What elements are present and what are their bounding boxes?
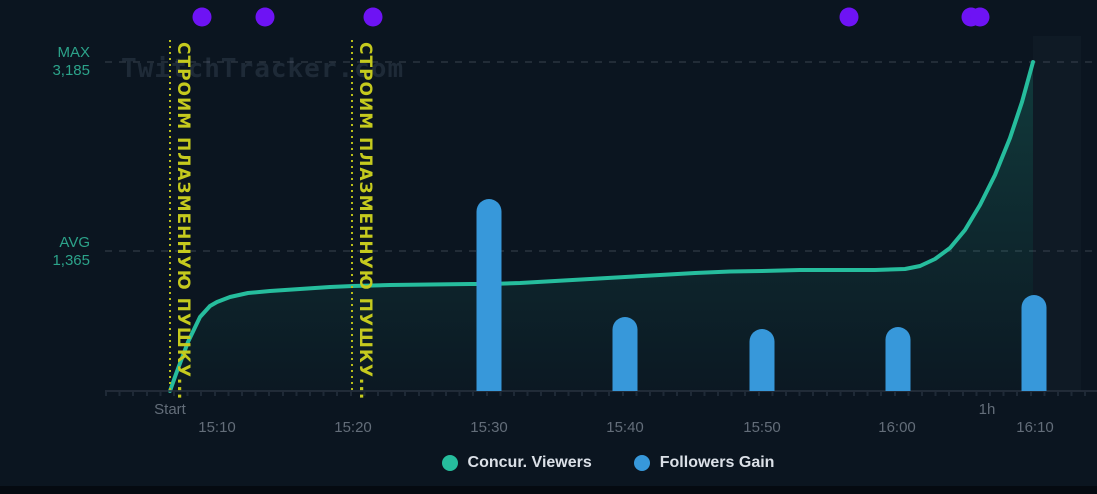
followers-bar[interactable] bbox=[612, 316, 638, 391]
x-axis-label: 1h bbox=[978, 401, 996, 418]
viewers-area-fill bbox=[170, 62, 1033, 391]
max-label: MAX bbox=[57, 44, 90, 61]
y-axis-avg-group: AVG 1,365 bbox=[0, 234, 90, 270]
legend: Concur. Viewers Followers Gain bbox=[0, 454, 1097, 472]
x-axis-label: 15:50 bbox=[743, 419, 781, 436]
bottom-bar bbox=[0, 486, 1097, 494]
followers-bar[interactable] bbox=[749, 329, 775, 391]
event-dot[interactable] bbox=[192, 7, 212, 27]
max-value: 3,185 bbox=[52, 62, 90, 79]
followers-legend-dot-icon bbox=[633, 455, 650, 471]
stream-title-text: СТРОИМ ПЛАЗМЕННУЮ ПУШКУ... bbox=[173, 42, 193, 401]
viewers-line[interactable] bbox=[168, 60, 1035, 393]
x-axis-label: 15:20 bbox=[334, 419, 372, 436]
followers-bar[interactable] bbox=[476, 199, 502, 391]
event-dot[interactable] bbox=[839, 7, 859, 27]
x-axis-label: Start bbox=[154, 401, 186, 418]
event-dot[interactable] bbox=[255, 7, 275, 27]
avg-label: AVG bbox=[59, 234, 90, 251]
x-axis-label: 15:40 bbox=[606, 419, 644, 436]
stream-title-text: СТРОИМ ПЛАЗМЕННУЮ ПУШКУ... bbox=[355, 42, 375, 401]
x-axis-ticks bbox=[105, 392, 1095, 396]
y-axis-max-group: MAX 3,185 bbox=[0, 44, 90, 80]
followers-bar[interactable] bbox=[1021, 295, 1047, 391]
viewers-legend-dot-icon bbox=[441, 455, 458, 471]
legend-item-followers-gain[interactable]: Followers Gain bbox=[633, 454, 775, 472]
avg-value: 1,365 bbox=[52, 252, 90, 269]
x-axis-label: 15:10 bbox=[198, 419, 236, 436]
legend-label-followers: Followers Gain bbox=[659, 454, 775, 471]
followers-bar[interactable] bbox=[885, 327, 911, 391]
event-dot[interactable] bbox=[363, 7, 383, 27]
legend-label-viewers: Concur. Viewers bbox=[467, 454, 592, 471]
x-axis-label: 16:00 bbox=[878, 419, 916, 436]
x-axis-label: 15:30 bbox=[470, 419, 508, 436]
legend-item-concurrent-viewers[interactable]: Concur. Viewers bbox=[441, 454, 592, 472]
x-axis-label: 16:10 bbox=[1016, 419, 1054, 436]
event-dot[interactable] bbox=[970, 7, 990, 27]
